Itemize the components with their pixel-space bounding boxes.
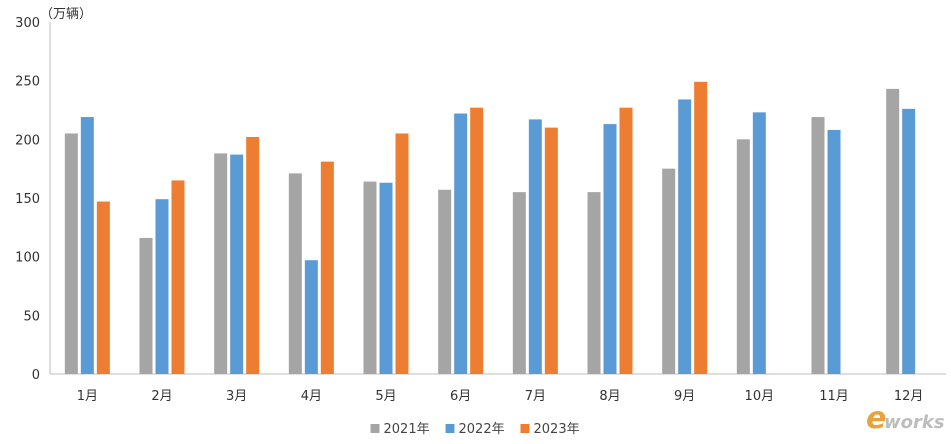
y-tick-label: 300 xyxy=(15,16,40,31)
bar xyxy=(603,124,617,374)
legend-swatch xyxy=(520,424,530,433)
bars xyxy=(64,81,916,375)
bar xyxy=(694,81,708,374)
bar xyxy=(246,136,260,374)
x-tick-label: 2月 xyxy=(151,389,172,404)
bar xyxy=(80,117,94,374)
bar xyxy=(619,107,633,375)
bar xyxy=(678,99,692,374)
x-tick-label: 3月 xyxy=(226,389,247,404)
x-tick-label: 5月 xyxy=(375,389,396,404)
watermark-works: works xyxy=(884,412,945,433)
bar xyxy=(662,168,676,374)
bar xyxy=(811,117,825,374)
bar xyxy=(454,113,468,375)
bar xyxy=(64,133,78,374)
y-axis: 0 50 100 150 200 250 300 xyxy=(15,16,40,383)
y-tick-label: 200 xyxy=(15,133,40,148)
bar xyxy=(139,237,153,374)
y-tick-label: 0 xyxy=(32,368,40,383)
x-tick-label: 10月 xyxy=(745,389,775,404)
x-tick-label: 1月 xyxy=(77,389,98,404)
bar xyxy=(320,161,334,374)
bar xyxy=(512,192,526,374)
eworks-logo: e works xyxy=(866,401,945,436)
bar xyxy=(736,139,750,374)
bar xyxy=(304,260,318,374)
legend-swatch xyxy=(445,424,455,433)
legend-swatch xyxy=(370,424,380,433)
bar xyxy=(214,153,228,374)
bar xyxy=(155,199,169,374)
x-tick-label: 8月 xyxy=(599,389,620,404)
bar xyxy=(470,107,484,375)
bar xyxy=(171,180,185,374)
y-tick-label: 250 xyxy=(15,75,40,90)
legend-label: 2021年 xyxy=(384,422,430,437)
bar xyxy=(886,88,900,374)
bar xyxy=(363,181,377,374)
y-tick-label: 150 xyxy=(15,192,40,207)
x-tick-label: 12月 xyxy=(894,389,924,404)
bar xyxy=(528,119,542,375)
bar xyxy=(288,173,302,374)
x-tick-label: 9月 xyxy=(674,389,695,404)
legend: 2021年 2022年 2023年 xyxy=(370,422,580,437)
bar xyxy=(438,189,452,374)
y-tick-label: 50 xyxy=(23,309,40,324)
x-tick-label: 4月 xyxy=(301,389,322,404)
watermark-e: e xyxy=(866,401,886,436)
legend-label: 2022年 xyxy=(459,422,505,437)
y-tick-label: 100 xyxy=(15,251,40,266)
y-unit-label: （万辆） xyxy=(40,7,92,22)
bar xyxy=(902,108,916,375)
bar xyxy=(379,182,393,374)
x-tick-label: 7月 xyxy=(525,389,546,404)
bar xyxy=(827,129,841,374)
bar xyxy=(96,201,110,374)
legend-label: 2023年 xyxy=(534,422,580,437)
bar xyxy=(752,112,766,374)
bar xyxy=(230,154,244,374)
x-tick-label: 6月 xyxy=(450,389,471,404)
bar xyxy=(544,127,558,374)
bar xyxy=(587,192,601,374)
x-tick-label: 11月 xyxy=(819,389,849,404)
bar xyxy=(395,133,409,374)
x-axis: 1月 2月 3月 4月 5月 6月 7月 8月 9月 10月 11月 12月 xyxy=(77,389,924,404)
